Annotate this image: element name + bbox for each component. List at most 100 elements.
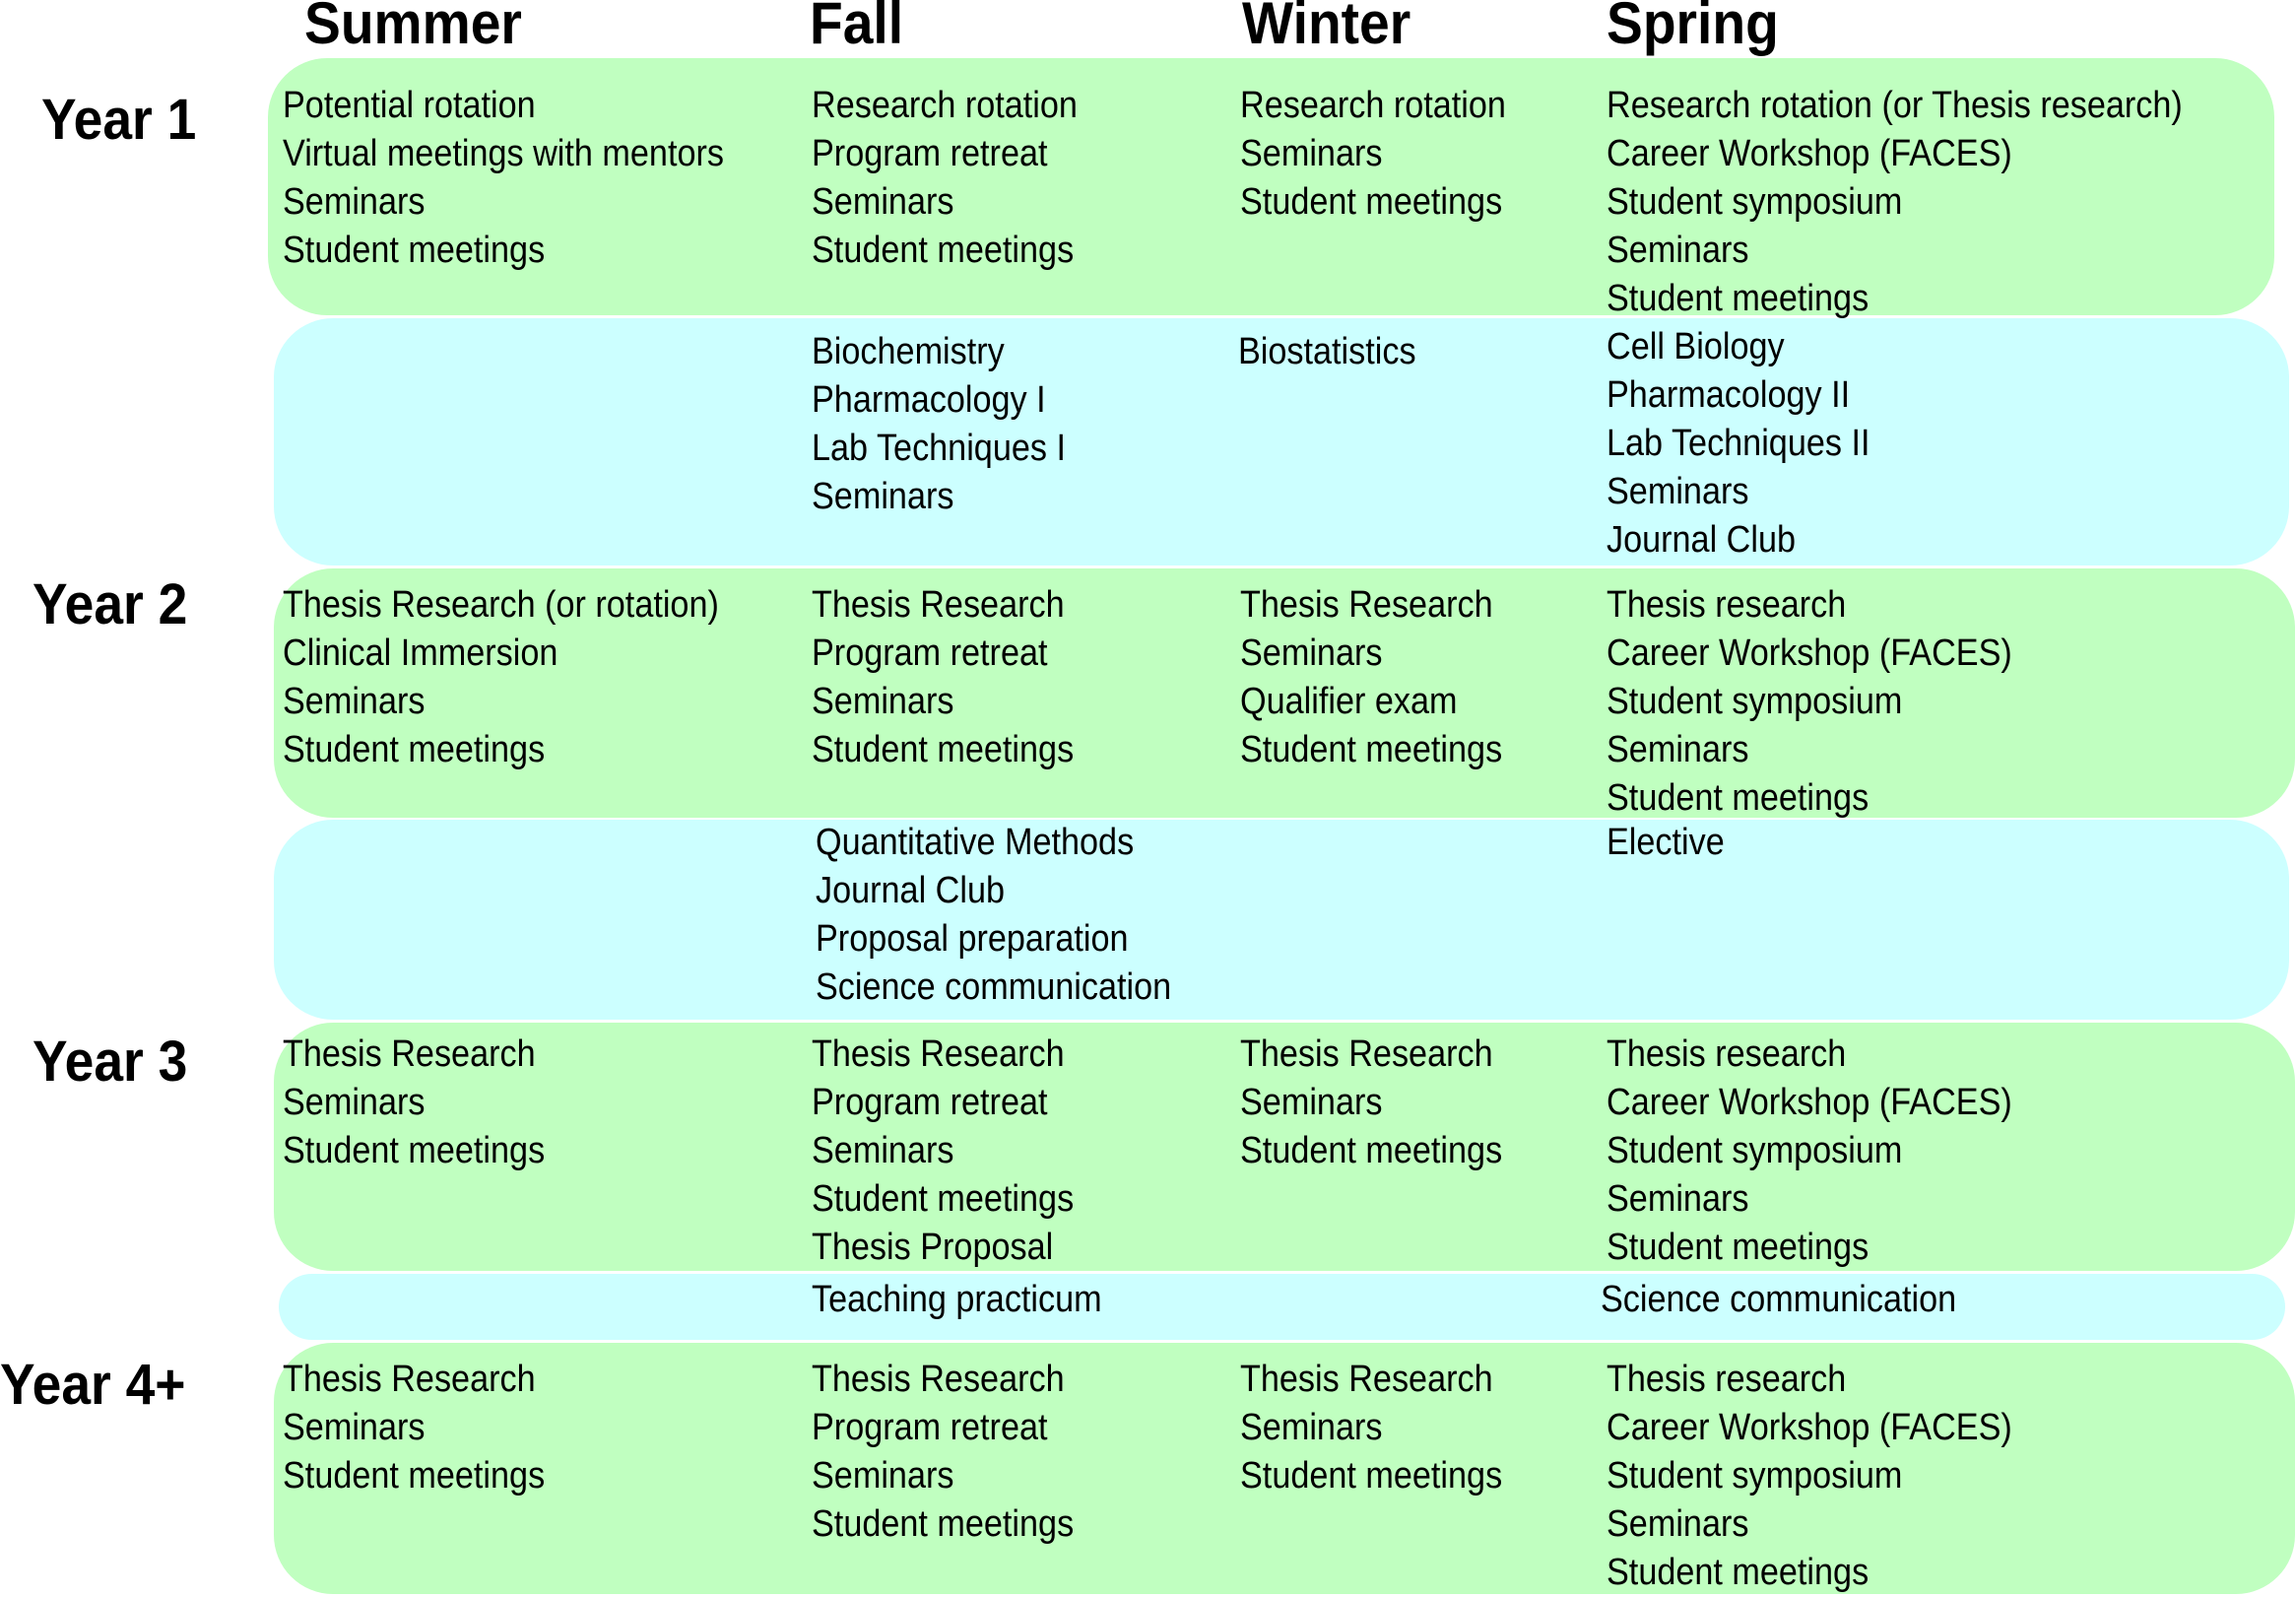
course-item: Cell Biology: [1607, 326, 1785, 367]
course-item: Seminars: [1607, 471, 1749, 512]
activity-item: Seminars: [812, 1130, 954, 1171]
season-header-spring: Spring: [1607, 0, 1779, 56]
activities-cell-fall: Thesis Research Program retreat Seminars St…: [812, 1031, 1074, 1272]
year-label-1: Year 1: [41, 88, 197, 152]
course-item: Lab Techniques II: [1607, 423, 1870, 464]
year-label-2: Year 2: [33, 572, 188, 636]
activities-cell-summer: Thesis Research (or rotation) Clinical Im…: [283, 581, 719, 774]
activities-cell-spring: Thesis research Career Workshop (FACES) St…: [1607, 581, 2012, 823]
course-item: Biochemistry: [812, 331, 1005, 372]
activity-item: Seminars: [1607, 1178, 1749, 1220]
activity-item: Seminars: [283, 181, 426, 223]
activity-item: Seminars: [812, 181, 954, 223]
activity-item: Seminars: [1240, 1082, 1383, 1123]
activity-item: Thesis Research: [812, 1033, 1065, 1075]
course-item: Science communication: [816, 966, 1172, 1008]
activities-cell-winter: Research rotation Seminars Student meeting…: [1240, 82, 1506, 227]
courses-band: [279, 1274, 2285, 1340]
year-label-3: Year 3: [33, 1030, 188, 1094]
activity-item: Career Workshop (FACES): [1607, 133, 2012, 174]
activities-cell-fall: Thesis Research Program retreat Seminars St…: [812, 581, 1074, 774]
activity-item: Thesis Proposal: [812, 1227, 1054, 1268]
activity-item: Thesis Research: [1240, 584, 1493, 626]
activity-item: Student symposium: [1607, 181, 1903, 223]
activity-item: Seminars: [283, 681, 426, 722]
activity-item: Seminars: [1607, 1503, 1749, 1545]
courses-cell-fall: Teaching practicum: [812, 1276, 1102, 1324]
courses-cell-fall: Quantitative Methods Journal Club Proposal…: [816, 819, 1171, 1012]
activity-item: Program retreat: [812, 1082, 1048, 1123]
activity-item: Seminars: [1607, 729, 1749, 770]
activities-cell-spring: Research rotation (or Thesis research) Ca…: [1607, 82, 2183, 323]
courses-band: [274, 820, 2289, 1020]
activity-item: Seminars: [283, 1082, 426, 1123]
activity-item: Student meetings: [812, 230, 1075, 271]
season-header-summer: Summer: [304, 0, 522, 56]
activity-item: Student meetings: [283, 230, 546, 271]
course-item: Pharmacology I: [812, 379, 1046, 421]
activity-item: Student meetings: [1607, 1227, 1870, 1268]
courses-cell-fall: Biochemistry Pharmacology I Lab Techniques…: [812, 328, 1066, 521]
course-item: Lab Techniques I: [812, 428, 1066, 469]
activity-item: Student meetings: [1607, 1552, 1870, 1593]
activity-item: Student meetings: [812, 1503, 1075, 1545]
activities-band: [274, 1343, 2295, 1594]
activities-cell-summer: Potential rotation Virtual meetings with …: [283, 82, 724, 275]
year-label-4plus: Year 4+: [0, 1353, 186, 1417]
course-item: Pharmacology II: [1607, 374, 1851, 416]
activity-item: Student meetings: [1607, 777, 1870, 819]
activity-item: Student meetings: [283, 729, 546, 770]
activity-item: Student meetings: [1240, 729, 1503, 770]
activity-item: Seminars: [1240, 632, 1383, 674]
activity-item: Research rotation (or Thesis research): [1607, 85, 2183, 126]
activity-item: Thesis Research (or rotation): [283, 584, 719, 626]
activity-item: Student symposium: [1607, 1130, 1903, 1171]
courses-cell-winter: Biostatistics: [1238, 328, 1416, 376]
activities-band: [274, 568, 2295, 818]
activities-cell-winter: Thesis Research Seminars Student meetings: [1240, 1031, 1502, 1175]
course-item: Quantitative Methods: [816, 822, 1135, 863]
activity-item: Thesis Research: [1240, 1033, 1493, 1075]
activity-item: Qualifier exam: [1240, 681, 1458, 722]
activities-band: [274, 1023, 2295, 1271]
activity-item: Seminars: [812, 681, 954, 722]
activities-cell-summer: Thesis Research Seminars Student meetings: [283, 1356, 545, 1500]
activities-cell-fall: Thesis Research Program retreat Seminars St…: [812, 1356, 1074, 1549]
activities-cell-fall: Research rotation Program retreat Seminars…: [812, 82, 1078, 275]
activity-item: Seminars: [812, 1455, 954, 1497]
activity-item: Student meetings: [812, 1178, 1075, 1220]
activity-item: Student meetings: [1607, 278, 1870, 319]
activity-item: Seminars: [1240, 1407, 1383, 1448]
activity-item: Student meetings: [1240, 1130, 1503, 1171]
course-item: Science communication: [1601, 1279, 1957, 1320]
activity-item: Research rotation: [1240, 85, 1506, 126]
course-item: Biostatistics: [1238, 331, 1416, 372]
activities-cell-summer: Thesis Research Seminars Student meetings: [283, 1031, 545, 1175]
activity-item: Potential rotation: [283, 85, 536, 126]
activity-item: Thesis Research: [283, 1359, 536, 1400]
activity-item: Program retreat: [812, 632, 1048, 674]
activity-item: Student meetings: [1240, 1455, 1503, 1497]
season-header-fall: Fall: [810, 0, 904, 56]
course-item: Elective: [1607, 822, 1725, 863]
activity-item: Seminars: [1607, 230, 1749, 271]
course-item: Teaching practicum: [812, 1279, 1102, 1320]
courses-cell-spring: Science communication: [1601, 1276, 1956, 1324]
activity-item: Thesis Research: [283, 1033, 536, 1075]
activities-cell-spring: Thesis research Career Workshop (FACES) St…: [1607, 1356, 2012, 1597]
activity-item: Student symposium: [1607, 1455, 1903, 1497]
activities-cell-winter: Thesis Research Seminars Student meetings: [1240, 1356, 1502, 1500]
activity-item: Thesis Research: [1240, 1359, 1493, 1400]
activity-item: Thesis Research: [812, 584, 1065, 626]
season-header-winter: Winter: [1242, 0, 1411, 56]
course-item: Proposal preparation: [816, 918, 1129, 960]
course-item: Journal Club: [816, 870, 1006, 911]
activity-item: Student symposium: [1607, 681, 1903, 722]
activity-item: Virtual meetings with mentors: [283, 133, 724, 174]
activity-item: Career Workshop (FACES): [1607, 1082, 2012, 1123]
activity-item: Thesis research: [1607, 584, 1847, 626]
activity-item: Seminars: [283, 1407, 426, 1448]
activities-cell-spring: Thesis research Career Workshop (FACES) St…: [1607, 1031, 2012, 1272]
course-item: Seminars: [812, 476, 954, 517]
activity-item: Thesis research: [1607, 1359, 1847, 1400]
